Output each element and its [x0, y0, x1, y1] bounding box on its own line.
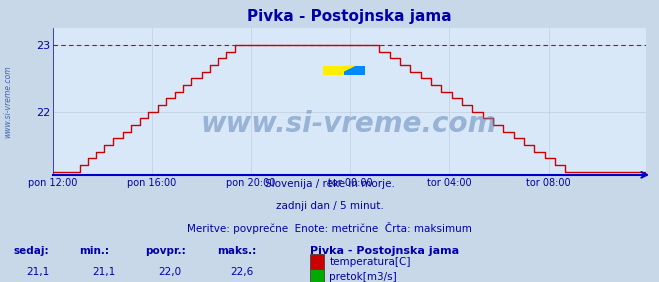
Bar [310, 254, 324, 269]
Bar [310, 269, 324, 282]
Text: www.si-vreme.com: www.si-vreme.com [201, 109, 498, 138]
Text: www.si-vreme.com: www.si-vreme.com [3, 65, 13, 138]
Text: povpr.:: povpr.: [145, 246, 186, 255]
Text: Meritve: povprečne  Enote: metrične  Črta: maksimum: Meritve: povprečne Enote: metrične Črta:… [187, 222, 472, 234]
Text: Slovenija / reke in morje.: Slovenija / reke in morje. [264, 179, 395, 189]
Text: 21,1: 21,1 [26, 267, 49, 277]
FancyBboxPatch shape [344, 66, 365, 75]
Text: sedaj:: sedaj: [13, 246, 49, 255]
FancyBboxPatch shape [322, 66, 344, 75]
Polygon shape [344, 66, 356, 72]
Text: Pivka - Postojnska jama: Pivka - Postojnska jama [310, 246, 459, 255]
Text: 22,6: 22,6 [231, 267, 254, 277]
Title: Pivka - Postojnska jama: Pivka - Postojnska jama [247, 9, 451, 24]
Text: maks.:: maks.: [217, 246, 257, 255]
Text: zadnji dan / 5 minut.: zadnji dan / 5 minut. [275, 201, 384, 211]
Text: pretok[m3/s]: pretok[m3/s] [330, 272, 397, 282]
Text: temperatura[C]: temperatura[C] [330, 257, 411, 267]
Text: 21,1: 21,1 [92, 267, 115, 277]
Text: 22,0: 22,0 [158, 267, 181, 277]
Text: min.:: min.: [79, 246, 109, 255]
